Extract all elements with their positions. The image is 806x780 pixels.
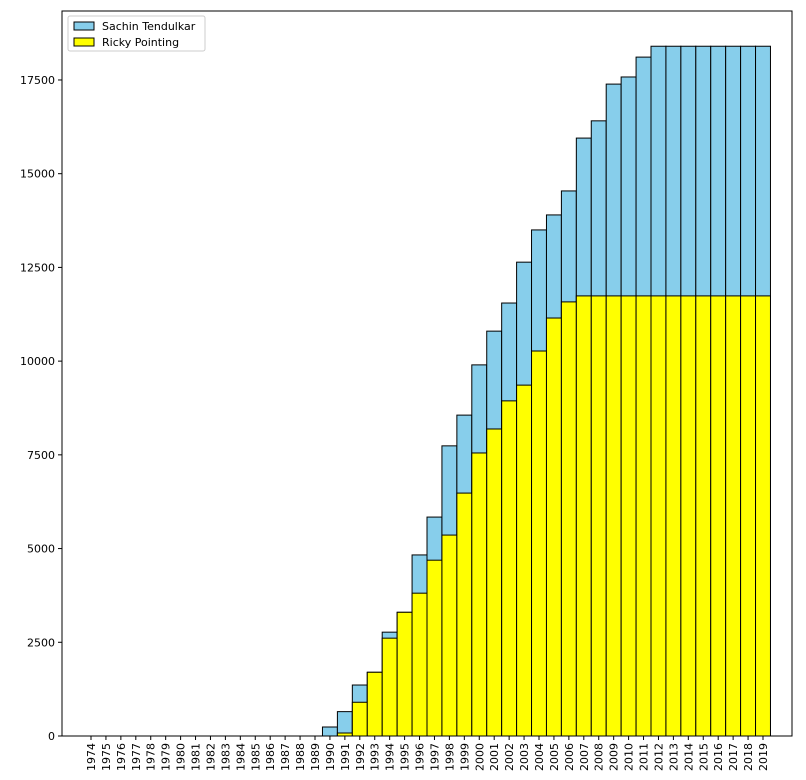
- x-tick-label: 2006: [563, 743, 576, 771]
- y-tick-label: 10000: [20, 355, 55, 368]
- x-tick-label: 1981: [190, 743, 203, 771]
- x-tick-label: 1999: [458, 743, 471, 771]
- bar: [516, 384, 533, 737]
- x-tick-label: 1974: [85, 743, 98, 771]
- x-tick-label: 2007: [578, 743, 591, 771]
- bar: [321, 726, 338, 737]
- x-tick-label: 1978: [145, 743, 158, 771]
- x-tick-label: 1985: [249, 743, 262, 771]
- bar: [620, 295, 637, 737]
- bar: [396, 611, 413, 737]
- bar: [560, 301, 577, 737]
- x-tick-label: 2017: [727, 743, 740, 771]
- bar: [575, 295, 592, 737]
- x-tick-label: 2003: [518, 743, 531, 771]
- x-tick-label: 1997: [428, 743, 441, 771]
- plot-frame: [61, 10, 793, 737]
- x-tick-label: 1995: [399, 743, 412, 771]
- x-tick-label: 2008: [593, 743, 606, 771]
- x-tick-label: 2014: [682, 743, 695, 771]
- x-tick-label: 2019: [757, 743, 770, 771]
- legend-box: [67, 15, 206, 52]
- bar: [680, 295, 697, 737]
- bar: [456, 492, 473, 737]
- bar: [695, 295, 712, 737]
- x-tick-label: 1983: [219, 743, 232, 771]
- x-tick-label: 1989: [309, 743, 322, 771]
- legend: Sachin Tendulkar Ricky Pointing: [67, 15, 206, 52]
- x-tick-label: 1975: [100, 743, 113, 771]
- bar: [351, 701, 368, 737]
- bar: [635, 295, 652, 737]
- x-tick-label: 1993: [369, 743, 382, 771]
- x-tick-label: 1998: [443, 743, 456, 771]
- x-tick-label: 1980: [175, 743, 188, 771]
- x-tick-label: 2011: [638, 743, 651, 771]
- bar: [381, 637, 398, 737]
- x-tick-label: 1976: [115, 743, 128, 771]
- bar: [725, 295, 742, 737]
- bar: [545, 317, 562, 737]
- x-tick-label: 1982: [204, 743, 217, 771]
- bar: [486, 428, 503, 737]
- bar: [501, 400, 518, 737]
- x-tick-label: 1994: [384, 743, 397, 771]
- bar: [441, 534, 458, 737]
- x-tick-label: 1984: [234, 743, 247, 771]
- x-tick-label: 2002: [503, 743, 516, 771]
- bar: [471, 452, 488, 737]
- x-tick-label: 2018: [742, 743, 755, 771]
- legend-label: Ricky Pointing: [102, 36, 179, 49]
- bar: [531, 350, 547, 737]
- y-tick-label: 12500: [20, 261, 55, 274]
- bar: [605, 295, 622, 737]
- x-tick-label: 2005: [548, 743, 561, 771]
- y-tick-label: 15000: [20, 168, 55, 181]
- x-tick-label: 2001: [488, 743, 501, 771]
- x-tick-label: 2004: [533, 743, 546, 771]
- x-tick-label: 2012: [652, 743, 665, 771]
- x-tick-label: 1988: [294, 743, 307, 771]
- y-tick-label: 7500: [27, 449, 55, 462]
- bar: [366, 671, 383, 737]
- x-tick-label: 1992: [354, 743, 367, 771]
- legend-swatch: [73, 37, 95, 47]
- x-tick-label: 1986: [264, 743, 277, 771]
- x-tick-label: 2015: [697, 743, 710, 771]
- x-tick-label: 1979: [160, 743, 173, 771]
- bar: [336, 711, 353, 737]
- y-tick-label: 0: [48, 730, 55, 743]
- x-tick-label: 1977: [130, 743, 143, 771]
- x-tick-label: 1996: [414, 743, 427, 771]
- x-tick-label: 2000: [473, 743, 486, 771]
- bar: [740, 295, 757, 737]
- x-tick-label: 2016: [712, 743, 725, 771]
- bar: [710, 295, 727, 737]
- y-tick-label: 17500: [20, 74, 55, 87]
- x-tick-label: 1990: [324, 743, 337, 771]
- y-tick-label: 5000: [27, 543, 55, 556]
- x-tick-label: 1987: [279, 743, 292, 771]
- bar: [426, 559, 443, 737]
- bar: [650, 295, 667, 737]
- bar: [755, 295, 771, 737]
- x-tick-label: 2010: [623, 743, 636, 771]
- x-tick-label: 2009: [608, 743, 621, 771]
- bar: [590, 295, 607, 737]
- legend-label: Sachin Tendulkar: [102, 20, 196, 33]
- legend-swatch: [73, 21, 95, 31]
- x-tick-label: 2013: [667, 743, 680, 771]
- bar: [665, 295, 682, 737]
- x-tick-label: 1991: [339, 743, 352, 771]
- y-tick-label: 2500: [27, 636, 55, 649]
- bar: [411, 592, 428, 737]
